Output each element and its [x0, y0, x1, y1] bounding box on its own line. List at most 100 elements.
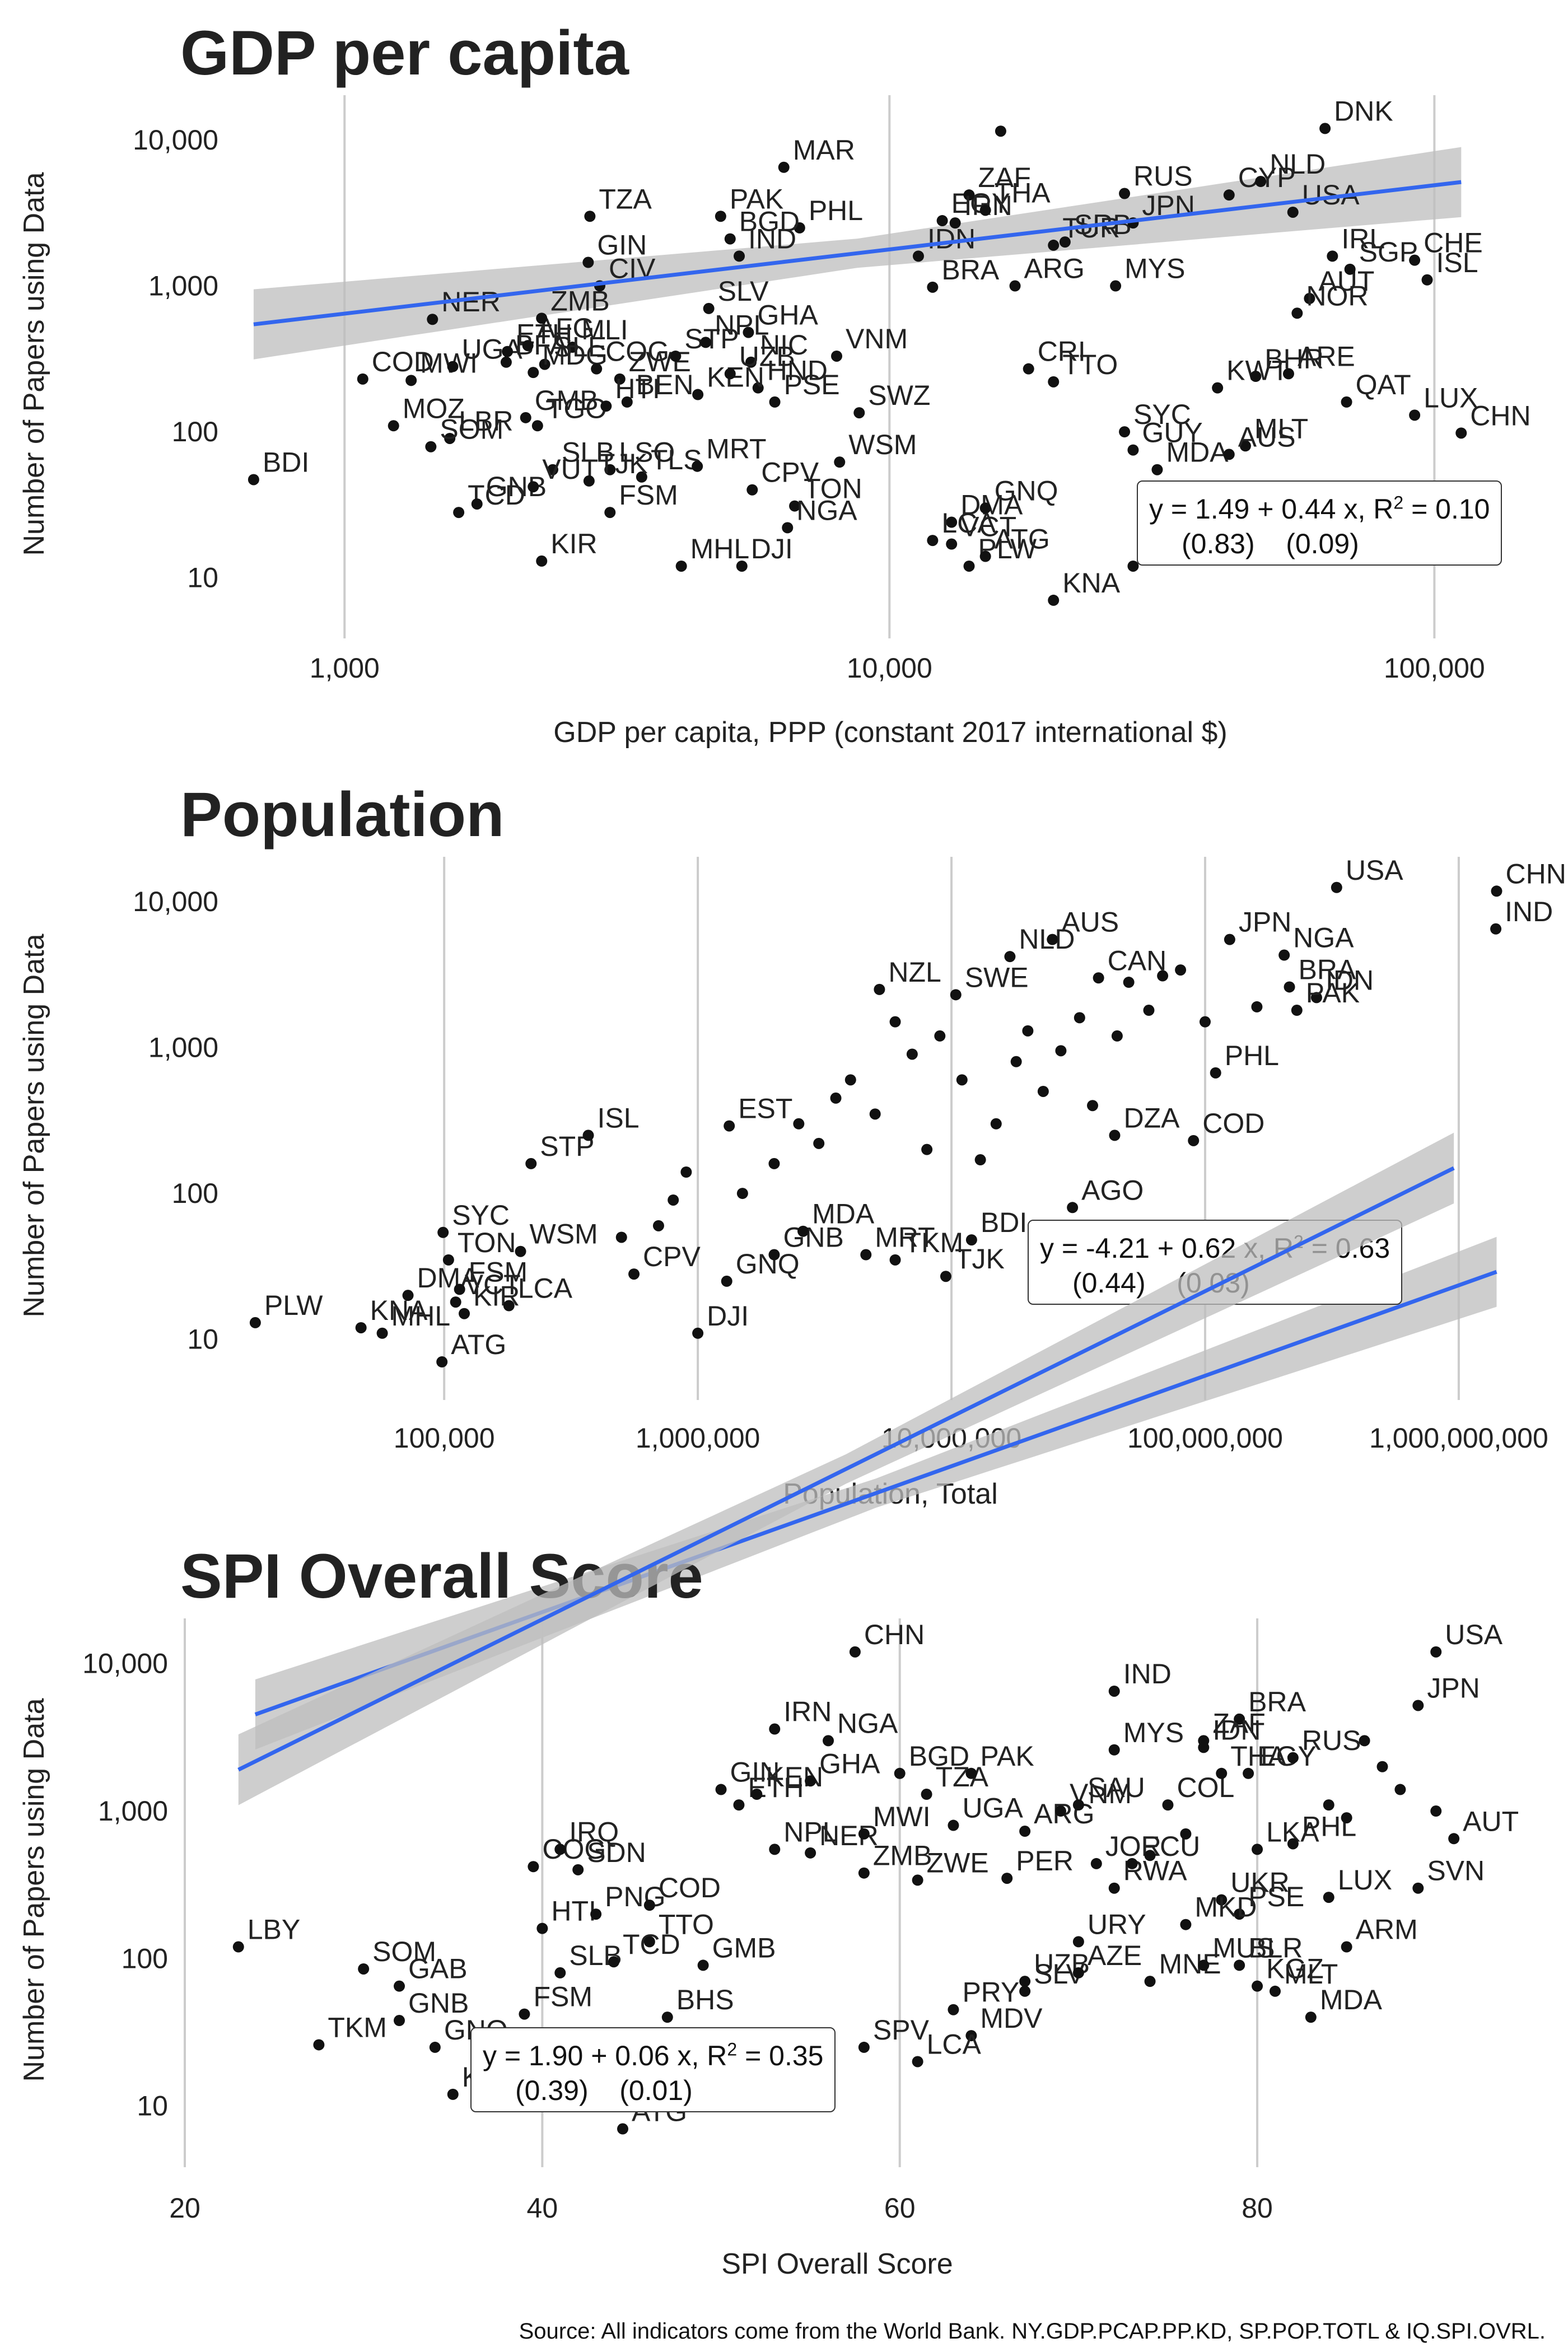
data-point: [869, 1108, 881, 1120]
data-point: [429, 2041, 441, 2053]
data-point: [858, 1828, 870, 1840]
data-point: [1327, 250, 1338, 262]
point-label: LUX: [1338, 1864, 1392, 1896]
equation-r2: = 0.10: [1403, 493, 1490, 525]
point-label: NPL: [783, 1816, 838, 1847]
panel-population: Population 100,000 1,000,000 10,000,000 100…: [0, 762, 1568, 1750]
data-point: [889, 1254, 901, 1266]
point-label: MDV: [980, 2003, 1043, 2034]
data-point: [442, 1254, 454, 1266]
data-point: [1119, 188, 1131, 199]
point-label: RUS: [1302, 1725, 1361, 1756]
data-point: [1323, 1799, 1334, 1811]
data-point: [797, 1225, 809, 1237]
data-point: [582, 256, 594, 268]
data-point: [963, 189, 975, 201]
data-point: [715, 1784, 727, 1795]
equation-text: y = 1.49 + 0.44 x, R2 = 0.10: [1149, 492, 1490, 525]
point-label: MRT: [706, 433, 766, 465]
point-label: CHE: [1424, 227, 1483, 259]
point-label: JPN: [1427, 1672, 1480, 1704]
point-label: GHA: [819, 1748, 880, 1779]
data-point: [248, 474, 259, 486]
data-point: [453, 507, 465, 519]
data-point: [794, 222, 805, 234]
data-point: [1054, 1805, 1066, 1817]
point-label: BRA: [1248, 1686, 1306, 1718]
point-label: ISL: [1436, 247, 1478, 278]
data-point: [525, 1158, 537, 1169]
data-point: [590, 1908, 602, 1920]
point-label: WSM: [530, 1219, 598, 1250]
data-point: [965, 2030, 977, 2042]
data-point: [1198, 1959, 1210, 1971]
data-point: [1319, 123, 1331, 134]
data-point: [447, 2088, 459, 2100]
equation-main: y = 1.90 + 0.06 x, R: [483, 2040, 727, 2071]
chart-title: Population: [180, 780, 505, 850]
point-label: UGA: [962, 1793, 1023, 1824]
data-point: [692, 389, 704, 400]
data-point: [604, 507, 616, 519]
point-label: PAK: [1306, 977, 1360, 1009]
y-tick-label: 1,000: [148, 270, 218, 302]
data-point: [823, 1735, 834, 1747]
point-label: VCT: [465, 1269, 521, 1300]
point-label: TTO: [659, 1908, 714, 1940]
point-label: GNB: [783, 1222, 843, 1253]
point-label: MOZ: [403, 393, 465, 424]
point-label: NGA: [837, 1707, 898, 1739]
source-note: Source: All indicators come from the Wor…: [519, 2319, 1546, 2344]
y-axis-label: Number of Papers using Data: [18, 1698, 50, 2082]
scatter-plot-spi: 20 40 60 80 10 100 1,000 10,000 SPI Overall Scor…: [18, 1132, 1519, 2280]
point-label: USA: [1445, 1619, 1502, 1650]
point-label: GMB: [712, 1932, 776, 1963]
point-label: COG: [542, 1833, 606, 1865]
data-point: [751, 1789, 763, 1800]
data-point: [536, 555, 548, 567]
y-tick-label: 100: [122, 1943, 168, 1974]
data-point: [860, 1249, 872, 1261]
data-point: [1409, 409, 1421, 421]
point-label: GNQ: [736, 1248, 800, 1280]
data-point: [1305, 2012, 1317, 2023]
data-point: [1323, 1892, 1334, 1903]
data-point: [668, 1194, 679, 1206]
point-label: BGD: [739, 206, 800, 237]
data-point: [700, 337, 712, 348]
data-point: [1180, 1919, 1192, 1930]
point-label: COG: [605, 336, 669, 367]
data-point: [990, 1118, 1002, 1130]
data-point: [522, 340, 534, 352]
x-tick-label: 1,000,000: [636, 1422, 760, 1454]
point-label: MUS: [1212, 1932, 1275, 1963]
point-label: TZA: [936, 1761, 989, 1793]
point-label: CHN: [1505, 858, 1566, 889]
data-point: [813, 1137, 825, 1149]
x-tick-label: 40: [527, 2192, 558, 2224]
data-point: [1157, 970, 1169, 982]
data-point: [628, 1268, 640, 1280]
data-point: [1234, 1908, 1245, 1920]
data-point: [1108, 1744, 1120, 1756]
equation-main: y = 1.49 + 0.44 x, R: [1149, 493, 1394, 525]
data-point: [912, 2056, 923, 2068]
scatter-plot-gdp: 1,000 10,000 100,000 10 100 1,000 10,000 GDP pe…: [18, 95, 1531, 749]
regression-line: [253, 180, 1462, 326]
data-point: [974, 1154, 986, 1166]
data-point: [1359, 1735, 1370, 1747]
x-tick-label: 20: [169, 2192, 200, 2224]
data-point: [946, 538, 958, 550]
data-point: [582, 1130, 594, 1141]
data-point: [617, 2123, 628, 2135]
point-label: WSM: [848, 429, 917, 460]
data-point: [1216, 1767, 1228, 1779]
data-point: [1224, 934, 1235, 945]
data-point: [402, 1290, 414, 1301]
data-point: [1059, 236, 1071, 248]
data-point: [515, 1245, 526, 1257]
point-label: MYS: [1124, 253, 1185, 284]
data-point: [1074, 1012, 1085, 1024]
point-label: TKM: [328, 2012, 387, 2043]
data-point: [1252, 1980, 1263, 1992]
